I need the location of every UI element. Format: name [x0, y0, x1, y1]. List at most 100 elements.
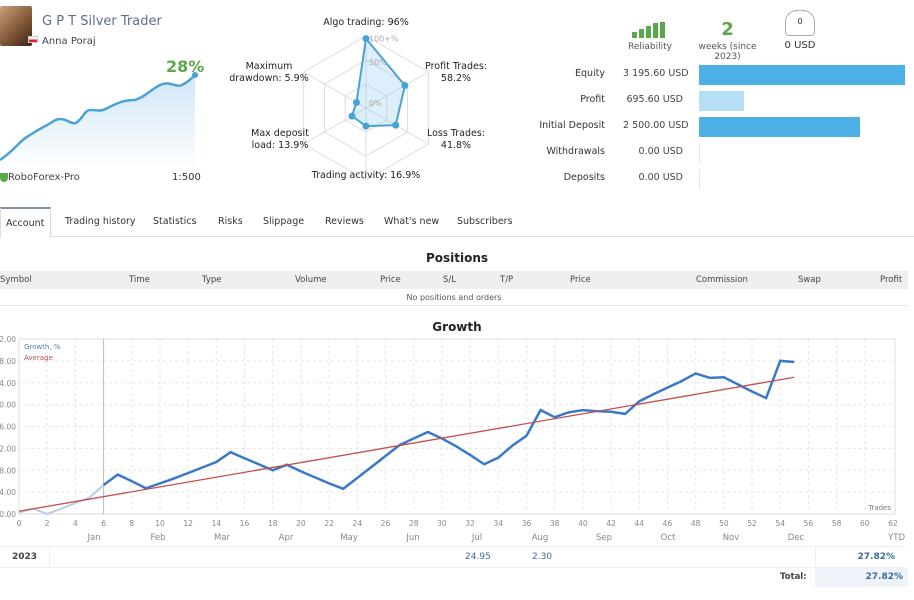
radar-tick: 0% [369, 99, 382, 108]
divider [49, 547, 50, 568]
radar-tick: 100+% [369, 34, 399, 43]
col-type: Type [202, 275, 222, 285]
radar-axis [365, 71, 429, 109]
x-tick-label: 6 [101, 519, 106, 528]
radar-label-algo: Algo trading: 96% [323, 17, 409, 28]
finance-bar [699, 65, 905, 85]
finance-bar [699, 169, 700, 189]
radar-chart: 100+% 50% 0% [303, 34, 429, 180]
x-tick-label: 52 [747, 519, 757, 528]
ytd-value: 27.82% [857, 552, 896, 562]
month-value-jul[interactable]: 24.95 [465, 552, 491, 562]
y-tick-label: 12.00 [0, 444, 16, 453]
x-tick-label: 18 [268, 519, 278, 528]
tab-reviews[interactable]: Reviews [325, 216, 364, 227]
col-volume: Volume [295, 275, 327, 285]
col-symbol: Symbol [0, 275, 32, 285]
x-tick-label: 54 [775, 519, 785, 528]
x-tick-label: 30 [437, 519, 447, 528]
tab-slippage[interactable]: Slippage [263, 216, 305, 227]
x-tick-label: 10 [155, 519, 165, 528]
label-line: load: 13.9% [251, 140, 309, 151]
month-label-feb: Feb [150, 533, 166, 543]
x-tick-label: 20 [296, 519, 306, 528]
finance-row-profit: Profit 695.60 USD [530, 91, 914, 111]
finance-row-withdrawals: Withdrawals 0.00 USD [530, 143, 914, 163]
col-time: Time [129, 275, 150, 285]
x-tick-label: 36 [522, 519, 532, 528]
verified-shield-icon [0, 173, 8, 182]
finance-row-equity: Equity 3 195.60 USD [530, 65, 914, 85]
x-tick-label: 2 [45, 519, 50, 528]
month-label-apr: Apr [278, 533, 294, 543]
tab-whats-new[interactable]: What's new [384, 216, 440, 227]
x-tick-label: 38 [550, 519, 560, 528]
radar-point [401, 82, 409, 90]
broker-link[interactable]: RoboForex-Pro [8, 172, 80, 183]
y-tick-label: 8.00 [0, 466, 16, 475]
col-tp: T/P [500, 275, 514, 285]
label-line: Loss Trades: [426, 128, 486, 139]
x-tick-label: 4 [73, 519, 78, 528]
growth-percent: 28% [166, 57, 205, 76]
tab-bar: Account Trading history Statistics Risks… [0, 207, 914, 238]
country-flag-icon [28, 36, 38, 43]
radar-label-loss: Loss Trades: 41.8% [420, 128, 492, 152]
y-tick-label: 28.00 [0, 357, 16, 366]
growth-title: Growth [432, 320, 482, 334]
growth-chart: 0.00 4.00 8.00 12.00 16.00 20.00 24.00 28.00 32.… [0, 335, 898, 528]
tab-risks[interactable]: Risks [218, 216, 243, 227]
subscribers-funds: 0 USD [784, 40, 816, 51]
x-tick-label: 60 [860, 519, 870, 528]
tab-account[interactable]: Account [0, 207, 51, 238]
x-tick-label: 50 [719, 519, 729, 528]
month-label-jun: Jun [406, 533, 420, 543]
x-tick-label: 40 [578, 519, 588, 528]
radar-area [350, 36, 406, 128]
finance-row-deposits: Deposits 0.00 USD [530, 169, 914, 189]
radar-label-drawdown: Maximum drawdown: 5.9% [228, 61, 310, 85]
year-label: 2023 [12, 552, 38, 562]
finance-value: 2 500.00 USD [623, 120, 689, 131]
y-tick-label: 32.00 [0, 335, 16, 344]
weeks-label: weeks (since 2023) [698, 42, 757, 62]
finance-label: Profit [580, 94, 605, 105]
weeks-count: 2 [721, 19, 734, 40]
month-label-aug: Aug [531, 533, 549, 543]
tab-statistics[interactable]: Statistics [153, 216, 197, 227]
finance-label: Equity [574, 68, 605, 79]
finance-bar [699, 143, 700, 163]
x-tick-label: 26 [381, 519, 391, 528]
x-tick-label: 16 [240, 519, 250, 528]
month-label-sep: Sep [595, 533, 613, 543]
signal-title[interactable]: G P T Silver Trader [42, 14, 162, 29]
subscribers-icon: 0 [785, 10, 815, 36]
x-tick-label: 44 [634, 519, 644, 528]
x-tick-label: 24 [353, 519, 363, 528]
total-value: 27.82% [815, 568, 908, 587]
radar-point [348, 112, 356, 120]
avatar[interactable] [0, 6, 32, 46]
radar-tick: 50% [369, 58, 387, 67]
finance-label: Withdrawals [546, 146, 605, 157]
finance-bar [699, 91, 744, 111]
month-label-jan: Jan [87, 533, 101, 543]
subscribers-count: 0 [797, 17, 803, 26]
x-tick-label: 58 [832, 519, 842, 528]
finance-bar [699, 117, 861, 137]
finance-value: 0.00 USD [638, 146, 683, 157]
leverage: 1:500 [172, 172, 201, 183]
month-value-aug[interactable]: 2.30 [532, 552, 553, 562]
x-tick-label: 28 [409, 519, 419, 528]
month-label-may: May [340, 533, 358, 543]
author-name[interactable]: Anna Poraj [42, 36, 96, 47]
radar-label-load: Max deposit load: 13.9% [240, 128, 320, 152]
reliability-label: Reliability [628, 42, 672, 52]
legend-growth: Growth, % [24, 343, 61, 351]
total-label: Total: [780, 572, 807, 582]
tab-trading-history[interactable]: Trading history [65, 216, 136, 227]
tab-subscribers[interactable]: Subscribers [457, 216, 513, 227]
col-price-current: Price [570, 275, 591, 285]
average-line [18, 376, 795, 512]
col-sl: S/L [443, 275, 456, 285]
